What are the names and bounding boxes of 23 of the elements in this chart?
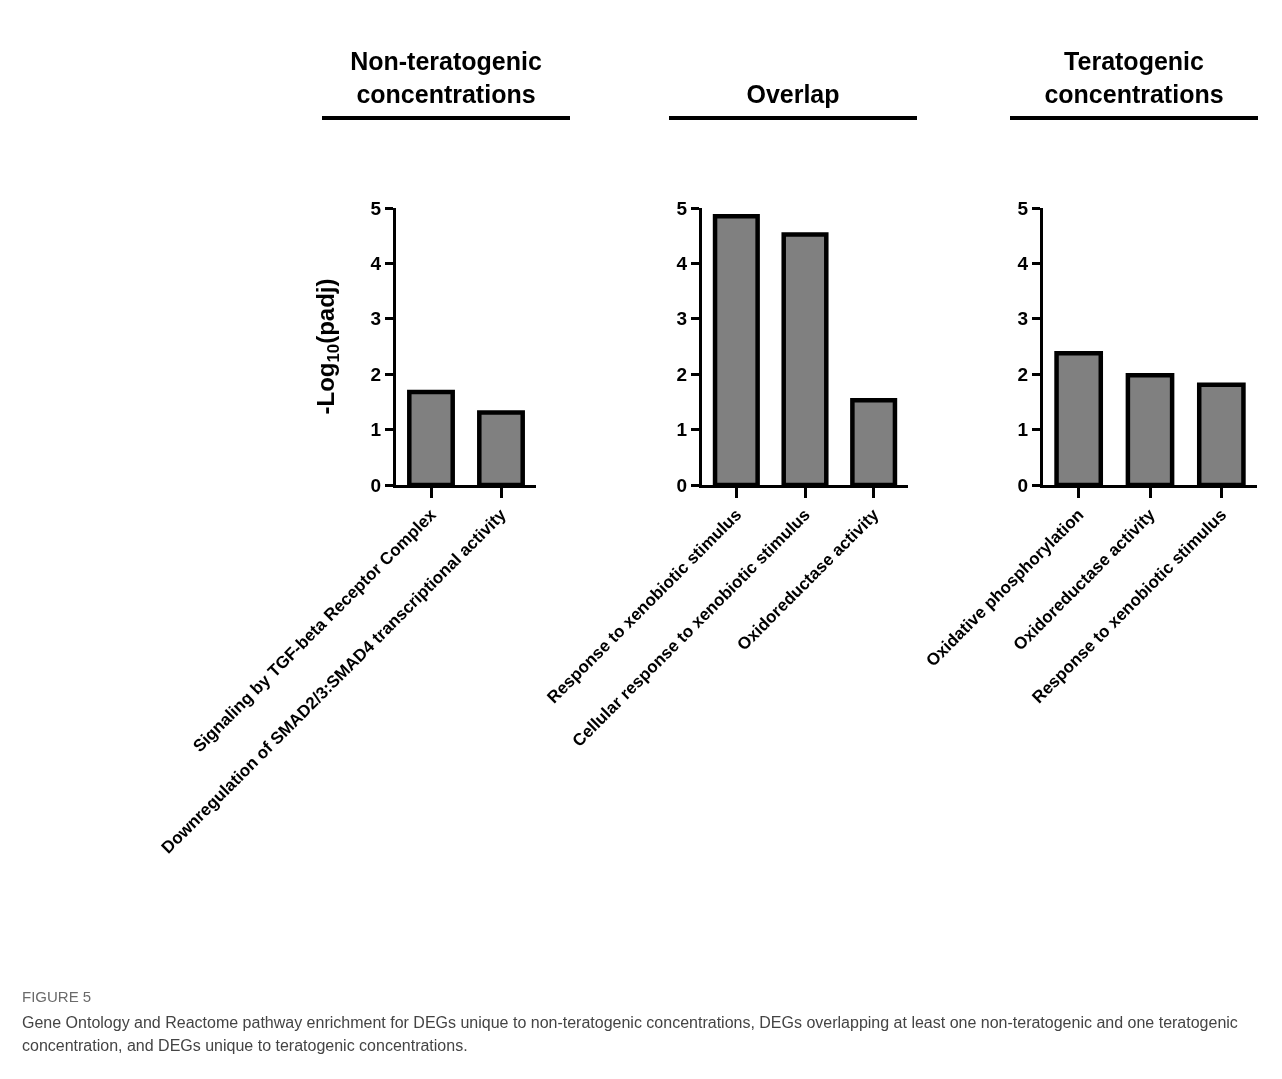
y-tick-label: 5 bbox=[1017, 197, 1029, 219]
y-tick-label: 1 bbox=[1017, 419, 1029, 441]
y-tick-label: 1 bbox=[370, 419, 382, 441]
y-tick-label: 2 bbox=[676, 363, 688, 385]
y-tick-label: 3 bbox=[1017, 308, 1029, 330]
y-tick-label: 5 bbox=[676, 197, 688, 219]
y-tick-label: 4 bbox=[1017, 253, 1029, 275]
y-tick-label: 5 bbox=[370, 197, 382, 219]
y-tick-label: 2 bbox=[370, 363, 382, 385]
y-tick-label: 3 bbox=[370, 308, 382, 330]
y-tick-label: 4 bbox=[676, 253, 688, 275]
y-tick-label: 2 bbox=[1017, 363, 1029, 385]
chart-title: Overlap bbox=[669, 40, 917, 120]
caption: FIGURE 5 bbox=[22, 988, 93, 1005]
chart-title: Teratogenic concentrations bbox=[1010, 40, 1258, 120]
y-tick-label: 3 bbox=[676, 308, 688, 330]
y-tick-label: 0 bbox=[676, 474, 688, 496]
chart-title: Non-teratogenic concentrations bbox=[322, 40, 570, 120]
y-tick-label: 0 bbox=[1017, 474, 1029, 496]
y-tick-label: 1 bbox=[676, 419, 688, 441]
y-tick-label: 4 bbox=[370, 253, 382, 275]
text: Gene Ontology and Reactome pathway enrichment for DEGs unique to non-teratogenic concentrations, DEGs overlapping at least one non-teratogenic and one teratogenic concentration, and DEGs unique to teratogenic concentrations. bbox=[22, 1013, 1239, 1057]
y-tick-label: 0 bbox=[370, 474, 382, 496]
